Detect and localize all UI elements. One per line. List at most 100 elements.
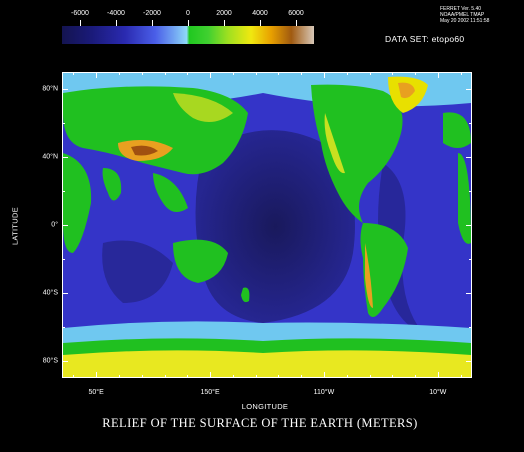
colorbar xyxy=(62,26,314,44)
axis-tick xyxy=(255,375,257,378)
axis-tick xyxy=(469,259,472,260)
axis-tick xyxy=(232,375,234,378)
latitude-tick-label: 40°N xyxy=(42,153,58,161)
axis-tick xyxy=(187,375,189,378)
axis-tick xyxy=(96,72,98,78)
axis-tick xyxy=(278,375,280,378)
axis-tick xyxy=(469,327,472,328)
colorbar-label: 4000 xyxy=(252,10,268,17)
axis-tick xyxy=(278,72,280,75)
relief-map xyxy=(62,72,472,378)
axis-tick xyxy=(62,157,68,158)
latitude-tick-label: 80°N xyxy=(42,85,58,93)
greenland-peak xyxy=(398,82,415,99)
axis-tick xyxy=(415,72,417,75)
siberia-upland xyxy=(173,93,233,122)
colorbar-tick xyxy=(152,20,153,26)
deep-indian xyxy=(102,240,173,303)
longitude-axis-label: LONGITUDE xyxy=(241,402,289,411)
axis-tick xyxy=(164,72,166,75)
axis-tick xyxy=(469,123,472,124)
latitude-tick-label: 80°S xyxy=(42,357,58,365)
axis-tick xyxy=(460,375,462,378)
axis-tick xyxy=(437,72,439,78)
tibet-peak xyxy=(131,145,158,156)
rockies xyxy=(324,113,345,174)
ferret-stamp: FERRET Ver. 5.40 NOAA/PMEL TMAP May 20 2… xyxy=(440,6,489,24)
se-asia xyxy=(153,173,188,212)
colorbar-label: -4000 xyxy=(107,10,125,17)
latitude-tick-label: 0° xyxy=(51,221,58,229)
axis-tick xyxy=(469,191,472,192)
colorbar-label: -6000 xyxy=(71,10,89,17)
colorbar-tick xyxy=(80,20,81,26)
longitude-tick-label: 110°W xyxy=(313,389,335,396)
antarctica-ice xyxy=(63,350,471,377)
axis-tick xyxy=(323,72,325,78)
colorbar-tick xyxy=(116,20,117,26)
axis-tick xyxy=(466,89,472,90)
axis-tick xyxy=(466,361,472,362)
axis-tick xyxy=(62,191,65,192)
ferret-version: FERRET Ver. 5.40 xyxy=(440,6,482,12)
india xyxy=(102,168,122,201)
axis-tick xyxy=(232,72,234,75)
colorbar-label: -2000 xyxy=(143,10,161,17)
axis-tick xyxy=(96,372,98,378)
colorbar-label: 6000 xyxy=(288,10,304,17)
axis-tick xyxy=(62,225,68,226)
colorbar-label: 2000 xyxy=(216,10,232,17)
longitude-tick-label: 10°W xyxy=(429,389,447,396)
axis-tick xyxy=(301,72,303,75)
axis-tick xyxy=(62,89,68,90)
north-america xyxy=(311,84,403,223)
axis-tick xyxy=(141,375,143,378)
plot-title: RELIEF OF THE SURFACE OF THE EARTH (METE… xyxy=(102,416,418,430)
axis-tick xyxy=(437,372,439,378)
axis-tick xyxy=(62,123,65,124)
axis-tick xyxy=(62,293,68,294)
deep-pacific xyxy=(195,130,355,323)
axis-tick xyxy=(369,72,371,75)
axis-tick xyxy=(73,375,75,378)
ferret-org: NOAA/PMEL TMAP xyxy=(440,12,485,18)
colorbar-tick xyxy=(260,20,261,26)
axis-tick xyxy=(301,375,303,378)
axis-tick xyxy=(62,361,68,362)
latitude-tick-label: 40°S xyxy=(42,289,58,297)
africa-left xyxy=(63,153,92,253)
colorbar-tick xyxy=(296,20,297,26)
longitude-tick-label: 150°E xyxy=(200,389,220,396)
axis-tick xyxy=(62,259,65,260)
axis-tick xyxy=(164,375,166,378)
axis-tick xyxy=(73,72,75,75)
andes xyxy=(365,243,373,308)
colorbar-tick xyxy=(188,20,189,26)
ferret-date: May 20 2002 11:51:58 xyxy=(440,18,490,24)
axis-tick xyxy=(118,375,120,378)
colorbar-label: 0 xyxy=(186,10,190,17)
latitude-axis-label: LATITUDE xyxy=(10,206,20,246)
relief-map-svg xyxy=(63,73,471,377)
axis-tick xyxy=(466,225,472,226)
new-zealand xyxy=(241,287,250,303)
axis-tick xyxy=(346,72,348,75)
axis-tick xyxy=(392,72,394,75)
europe-right xyxy=(443,112,471,148)
australia xyxy=(173,239,228,283)
axis-tick xyxy=(255,72,257,75)
axis-tick xyxy=(392,375,394,378)
axis-tick xyxy=(210,372,212,378)
axis-tick xyxy=(187,72,189,75)
axis-tick xyxy=(466,157,472,158)
axis-tick xyxy=(346,375,348,378)
axis-tick xyxy=(323,372,325,378)
south-america xyxy=(360,223,408,317)
axis-tick xyxy=(210,72,212,78)
axis-tick xyxy=(118,72,120,75)
africa xyxy=(458,153,471,244)
axis-tick xyxy=(466,293,472,294)
axis-tick xyxy=(415,375,417,378)
longitude-tick-label: 50°E xyxy=(88,389,104,396)
dataset-label: DATA SET: etopo60 xyxy=(385,34,465,44)
